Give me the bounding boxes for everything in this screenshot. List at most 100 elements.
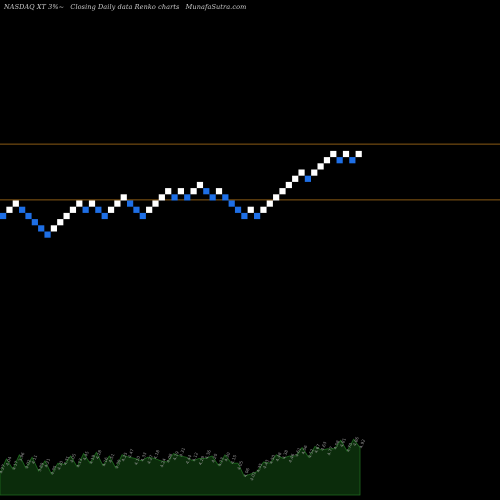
volume-area-path — [0, 438, 361, 496]
volume-label: 4.77 — [326, 445, 334, 456]
renko-brick-down — [171, 194, 178, 201]
volume-label: 4.15 — [230, 454, 238, 465]
renko-brick-up — [63, 212, 70, 220]
volume-label: 3.89 — [37, 462, 45, 473]
volume-label: 4.47 — [127, 448, 135, 459]
renko-brick-up — [114, 200, 121, 207]
renko-bricks — [0, 150, 362, 238]
volume-label: 4.51 — [108, 453, 116, 464]
renko-brick-up — [285, 181, 292, 189]
volume-label: 4.70 — [345, 442, 353, 453]
volume-label: 4.56 — [300, 444, 308, 455]
renko-brick-up — [165, 188, 172, 195]
volume-label: 4.48 — [275, 451, 283, 462]
renko-brick-down — [127, 200, 134, 207]
renko-brick-up — [6, 206, 13, 213]
renko-brick-up — [215, 188, 223, 195]
volume-label: 4.05 — [69, 453, 77, 464]
renko-brick-up — [120, 194, 127, 201]
renko-brick-down — [222, 194, 229, 201]
volume-label: 4.31 — [178, 447, 186, 458]
volume-label: 4.33 — [140, 451, 148, 462]
renko-brick-up — [12, 200, 19, 207]
renko-brick-down — [95, 206, 102, 213]
volume-label: 4.38 — [281, 449, 289, 460]
volume-label: 4.11 — [30, 454, 38, 465]
renko-brick-down — [336, 157, 343, 164]
renko-brick-up — [330, 150, 337, 158]
volume-label: 4.28 — [95, 449, 103, 460]
renko-brick-up — [76, 200, 83, 207]
volume-label: 4.35 — [50, 465, 58, 476]
volume-label: 4.08 — [165, 453, 173, 464]
renko-brick-up — [107, 206, 115, 213]
renko-brick-up — [69, 206, 77, 213]
renko-brick-down — [139, 212, 146, 220]
renko-brick-down — [209, 194, 216, 201]
renko-brick-down — [241, 212, 248, 220]
volume-label: 4.52 — [307, 448, 315, 459]
volume-label: 4.27 — [146, 454, 154, 465]
volume-label: 4.02 — [249, 471, 257, 482]
renko-brick-down — [0, 212, 7, 220]
renko-brick-down — [228, 200, 235, 207]
volume-label: 4.46 — [288, 453, 296, 464]
volume-label: 4.63 — [320, 441, 328, 452]
level-lines — [0, 143, 500, 201]
chart-header: NASDAQ XT 3%~ Closing Daily data Renko c… — [4, 3, 250, 11]
renko-brick-up — [342, 150, 350, 158]
volume-label: 4.58 — [333, 439, 341, 450]
volume-label: 4.24 — [159, 457, 167, 468]
renko-brick-down — [38, 225, 45, 232]
renko-brick-down — [304, 175, 311, 182]
volume-label: 4.16 — [101, 456, 109, 467]
volume-label: 4.86 — [352, 436, 360, 447]
renko-brick-up — [57, 219, 64, 226]
volume-label: 4.38 — [114, 459, 122, 470]
chart-kind-label: Closing Daily data Renko charts — [70, 3, 180, 11]
renko-brick-down — [234, 206, 242, 213]
volume-label: 4.23 — [217, 456, 225, 467]
renko-brick-up — [355, 150, 362, 158]
volume-label: 4.25 — [120, 451, 128, 462]
renko-brick-up — [196, 181, 204, 189]
renko-brick-up — [158, 194, 165, 201]
renko-brick-down — [254, 212, 261, 220]
renko-brick-up — [152, 200, 159, 207]
renko-brick-up — [146, 206, 153, 213]
renko-brick-down — [349, 157, 356, 164]
renko-brick-up — [323, 157, 331, 164]
renko-brick-up — [266, 200, 273, 207]
volume-label: 4.31 — [63, 455, 71, 466]
renko-brick-down — [44, 231, 51, 238]
renko-brick-up — [292, 175, 299, 182]
volume-label: 4.21 — [43, 457, 51, 468]
volume-label: 4.43 — [262, 459, 270, 470]
renko-brick-down — [25, 212, 32, 220]
volume-label: 4.44 — [185, 454, 193, 465]
volume-label: 4.05 — [236, 460, 244, 471]
volume-label: 4.45 — [82, 450, 90, 461]
volume-label: 4.29 — [198, 455, 206, 466]
renko-brick-up — [190, 188, 197, 195]
volume-area — [0, 438, 361, 496]
renko-brick-down — [82, 206, 89, 213]
renko-brick-up — [279, 188, 286, 195]
volume-label: 4.12 — [191, 451, 199, 462]
renko-brick-down — [184, 194, 191, 201]
renko-brick-up — [273, 194, 280, 201]
volume-label: 4.18 — [153, 449, 161, 460]
renko-brick-up — [311, 169, 318, 176]
volume-label: 4.27 — [0, 463, 6, 474]
volume-label: 4.17 — [11, 460, 19, 471]
renko-brick-down — [101, 212, 108, 220]
renko-brick-down — [19, 206, 26, 213]
renko-brick-up — [50, 225, 57, 232]
volume-label: 4.50 — [268, 454, 276, 465]
volume-label: 4.36 — [204, 449, 212, 460]
volume-label: 4.30 — [56, 460, 64, 471]
volume-label: 4.13 — [75, 457, 83, 468]
volume-label: 4.04 — [5, 456, 13, 467]
volume-label: 4.30 — [223, 451, 231, 462]
